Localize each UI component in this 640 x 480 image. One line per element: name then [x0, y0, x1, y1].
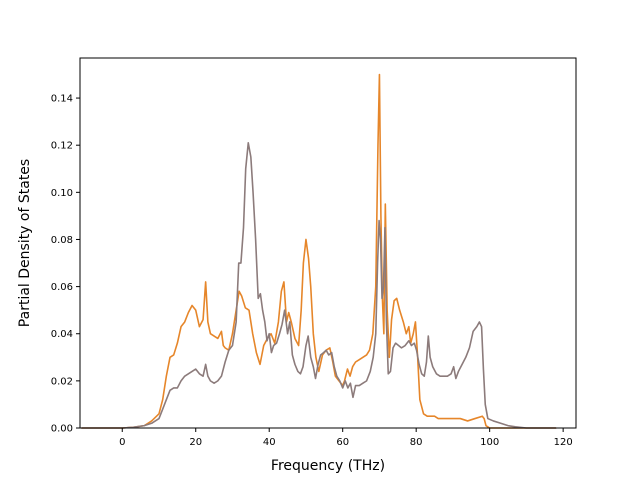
x-tick-label: 80	[410, 437, 423, 448]
plot-frame	[79, 57, 577, 429]
y-tick-label: 0.04	[51, 329, 73, 340]
y-tick-label: 0.00	[51, 424, 73, 435]
x-tick-label: 0	[119, 437, 125, 448]
x-axis-ticks: 0 20 40 60 80 100 120	[119, 428, 573, 448]
x-tick-label: 40	[263, 437, 276, 448]
y-tick-label: 0.14	[51, 94, 73, 105]
y-tick-label: 0.10	[51, 188, 73, 199]
x-axis-label: Frequency (THz)	[271, 458, 385, 474]
series-layer	[81, 73, 557, 429]
x-tick-label: 20	[189, 437, 202, 448]
x-tick-label: 60	[336, 437, 349, 448]
x-tick-label: 100	[480, 437, 499, 448]
series-line-2	[81, 142, 557, 429]
y-tick-label: 0.12	[51, 141, 73, 152]
y-tick-label: 0.06	[51, 282, 73, 293]
series-line-1	[81, 73, 557, 429]
y-tick-label: 0.02	[51, 376, 73, 387]
y-axis-label: Partial Density of States	[17, 159, 33, 327]
y-axis-ticks: 0.00 0.02 0.04 0.06 0.08 0.10 0.12 0.14	[51, 94, 80, 435]
y-tick-label: 0.08	[51, 235, 73, 246]
x-tick-label: 120	[554, 437, 573, 448]
